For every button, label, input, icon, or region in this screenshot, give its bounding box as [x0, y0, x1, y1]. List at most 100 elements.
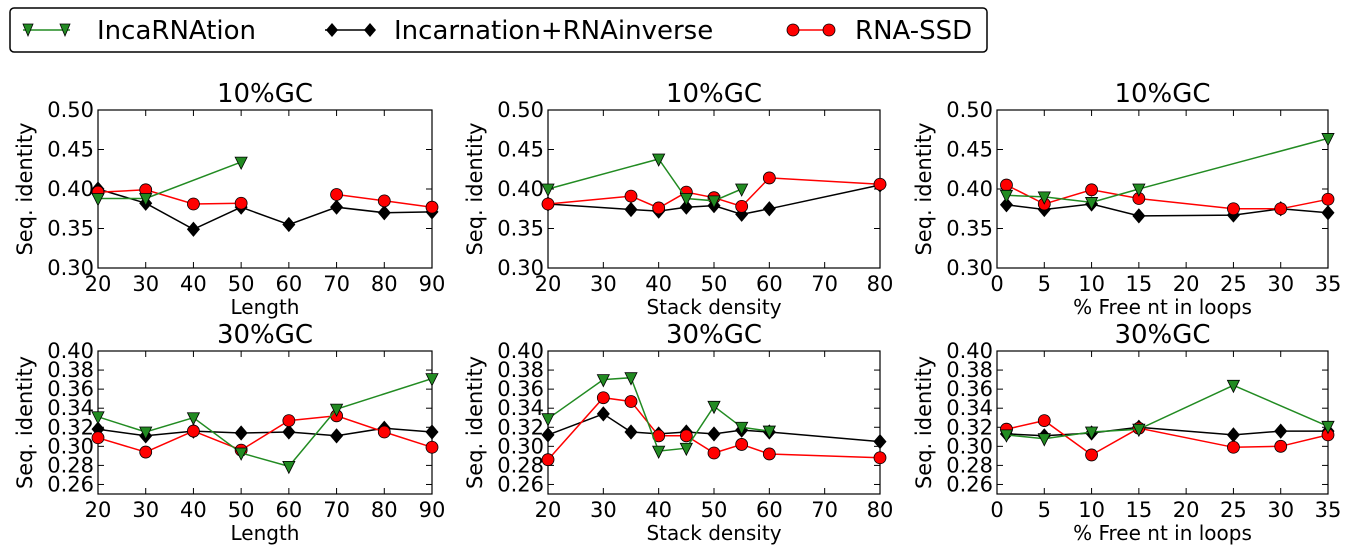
data-point-incarnation — [91, 411, 105, 425]
data-point-incarnation — [1037, 433, 1051, 447]
data-point-incarnation — [541, 413, 555, 427]
data-point-rna-ssd — [425, 440, 439, 454]
x-tick-label: 40 — [180, 498, 207, 522]
legend-label-incarnation-rnainverse: Incarnation+RNAinverse — [394, 16, 713, 46]
data-point-incarnation — [735, 421, 749, 436]
x-tick-label: 20 — [535, 272, 562, 296]
data-point-rna-ssd — [1274, 439, 1288, 453]
data-point-incarnation — [1321, 133, 1335, 147]
data-point-incarnation-rnainverse — [282, 216, 296, 233]
y-tick-label: 0.45 — [497, 138, 544, 162]
y-tick-label: 0.28 — [497, 453, 544, 477]
y-axis-label: Seq. identity — [463, 122, 487, 255]
legend-marker-rna-ssd-left — [786, 23, 800, 37]
chart-title: 10%GC — [217, 79, 313, 109]
data-point-rna-ssd — [624, 189, 638, 203]
y-tick-label: 0.40 — [497, 177, 544, 201]
x-tick-label: 90 — [419, 498, 446, 522]
x-tick-label: 5 — [1038, 498, 1051, 522]
data-point-incarnation — [1037, 191, 1051, 205]
x-tick-label: 30 — [132, 498, 159, 522]
data-point-rna-ssd — [652, 201, 666, 215]
y-tick-label: 0.36 — [47, 377, 94, 401]
plot-area — [547, 350, 881, 495]
y-tick-label: 0.26 — [497, 472, 544, 496]
data-point-incarnation-rnainverse — [541, 427, 555, 443]
chart-panel-5: 30%GC Stack density Seq. identity 20 30 40 50 6… — [463, 320, 893, 545]
x-tick-label: 50 — [228, 498, 255, 522]
data-point-rna-ssd — [735, 438, 749, 451]
y-tick-label: 0.28 — [47, 453, 94, 477]
data-point-rna-ssd — [1274, 202, 1288, 216]
data-point-incarnation-rnainverse — [624, 201, 638, 218]
y-tick-label: 0.38 — [47, 358, 94, 382]
data-point-incarnation — [999, 429, 1014, 443]
y-tick-label: 0.32 — [497, 415, 544, 439]
y-tick-label: 0.40 — [47, 177, 94, 201]
legend-label-rna-ssd: RNA-SSD — [855, 16, 972, 46]
data-point-rna-ssd — [873, 177, 887, 191]
y-tick-label: 0.30 — [47, 434, 94, 458]
data-point-rna-ssd — [377, 194, 391, 208]
data-point-incarnation — [139, 193, 153, 207]
data-point-incarnation-rnainverse — [873, 433, 887, 450]
data-point-rna-ssd — [873, 451, 887, 465]
series-incarnation — [541, 372, 776, 459]
data-point-rna-ssd — [707, 446, 721, 460]
x-tick-label: 0 — [990, 272, 1003, 296]
data-point-incarnation — [679, 193, 693, 207]
chart-title: 30%GC — [666, 320, 762, 350]
data-point-incarnation-rnainverse — [330, 428, 344, 444]
y-axis-label: Seq. identity — [912, 356, 936, 489]
data-point-incarnation — [707, 400, 721, 415]
data-point-rna-ssd — [1085, 183, 1098, 197]
y-axis-label: Seq. identity — [912, 122, 936, 255]
data-point-incarnation-rnainverse — [624, 424, 638, 440]
data-point-rna-ssd — [762, 171, 776, 185]
x-tick-label: 60 — [275, 272, 302, 296]
x-tick-label: 0 — [990, 498, 1003, 522]
y-axis-label: Seq. identity — [13, 122, 37, 255]
y-tick-label: 0.45 — [47, 138, 94, 162]
y-tick-label: 0.30 — [946, 434, 993, 458]
y-tick-label: 0.36 — [497, 377, 544, 401]
x-tick-label: 35 — [1315, 272, 1342, 296]
x-tick-label: 60 — [756, 498, 783, 522]
plot-area — [996, 350, 1329, 495]
legend-entry-rna-ssd: RNA-SSD — [786, 16, 972, 46]
data-point-incarnation — [329, 403, 344, 418]
y-tick-label: 0.50 — [497, 98, 544, 122]
x-tick-label: 40 — [645, 498, 672, 522]
x-tick-label: 40 — [645, 272, 672, 296]
x-tick-label: 50 — [701, 498, 728, 522]
data-point-incarnation-rnainverse — [1226, 427, 1240, 443]
plot-area — [97, 350, 433, 495]
x-tick-label: 15 — [1125, 498, 1152, 522]
data-point-incarnation-rnainverse — [762, 201, 776, 217]
data-point-incarnation-rnainverse — [1321, 205, 1335, 221]
data-point-incarnation — [1084, 426, 1099, 440]
x-tick-label: 90 — [419, 272, 446, 296]
data-point-incarnation-rnainverse — [999, 197, 1013, 213]
y-tick-label: 0.35 — [47, 217, 94, 241]
legend-marker-incarnation-rnainverse-left — [326, 23, 338, 37]
data-point-incarnation — [652, 153, 666, 167]
data-point-incarnation — [624, 372, 638, 386]
legend-marker-incarnation-right — [59, 23, 71, 38]
chart-title: 10%GC — [666, 79, 762, 109]
legend-marker-rna-ssd-right — [822, 23, 836, 37]
x-tick-label: 20 — [85, 498, 112, 522]
plot-area — [996, 109, 1329, 269]
y-tick-label: 0.35 — [946, 217, 993, 241]
data-point-incarnation — [596, 374, 610, 388]
data-point-rna-ssd — [187, 424, 200, 438]
y-tick-label: 0.26 — [946, 472, 993, 496]
x-tick-label: 20 — [85, 272, 112, 296]
data-point-rna-ssd — [425, 200, 439, 214]
data-point-incarnation — [234, 156, 248, 171]
x-tick-label: 25 — [1220, 272, 1247, 296]
data-point-rna-ssd — [1227, 202, 1240, 216]
data-point-rna-ssd — [679, 429, 693, 443]
